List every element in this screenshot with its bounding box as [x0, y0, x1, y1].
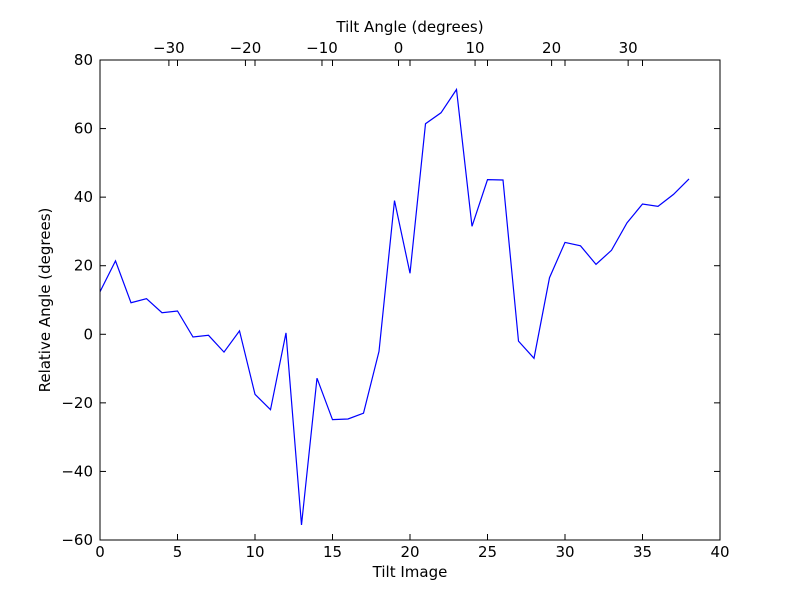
axis-ticks: 0 5 10 15 20 25 30 35 40 −60 −40 −20 0 20 40 60 80 −30 −20… [61, 39, 729, 561]
x-tick-label: 20 [400, 543, 419, 561]
top-x-tick-label: −20 [230, 39, 262, 57]
y-tick-label: 0 [83, 325, 93, 343]
plot-marks [99, 87, 690, 525]
top-x-tick-label: 0 [394, 39, 404, 57]
top-x-tick-label: 10 [466, 39, 485, 57]
x-axis-title: Tilt Image [372, 563, 448, 581]
y-tick-label: −40 [61, 462, 93, 480]
top-x-tick-label: −30 [153, 39, 185, 57]
x-tick-label: 40 [710, 543, 729, 561]
x-tick-label: 30 [555, 543, 574, 561]
x-tick-label: 10 [245, 543, 264, 561]
x-tick-label: 0 [95, 543, 105, 561]
y-axis-title: Relative Angle (degrees) [36, 208, 54, 393]
y-tick-label: −60 [61, 531, 93, 549]
y-tick-label: −20 [61, 394, 93, 412]
top-x-tick-label: 20 [542, 39, 561, 57]
y-tick-label: 20 [74, 257, 93, 275]
x-tick-label: 5 [173, 543, 183, 561]
y-tick-label: 80 [74, 51, 93, 69]
x-tick-label: 25 [478, 543, 497, 561]
y-tick-label: 40 [74, 188, 93, 206]
top-x-tick-label: −10 [306, 39, 338, 57]
top-x-tick-label: 30 [619, 39, 638, 57]
series-line-0 [99, 87, 690, 525]
x-tick-label: 15 [323, 543, 342, 561]
x-tick-label: 35 [633, 543, 652, 561]
y-tick-label: 60 [74, 120, 93, 138]
top-x-axis-title: Tilt Angle (degrees) [335, 18, 483, 36]
